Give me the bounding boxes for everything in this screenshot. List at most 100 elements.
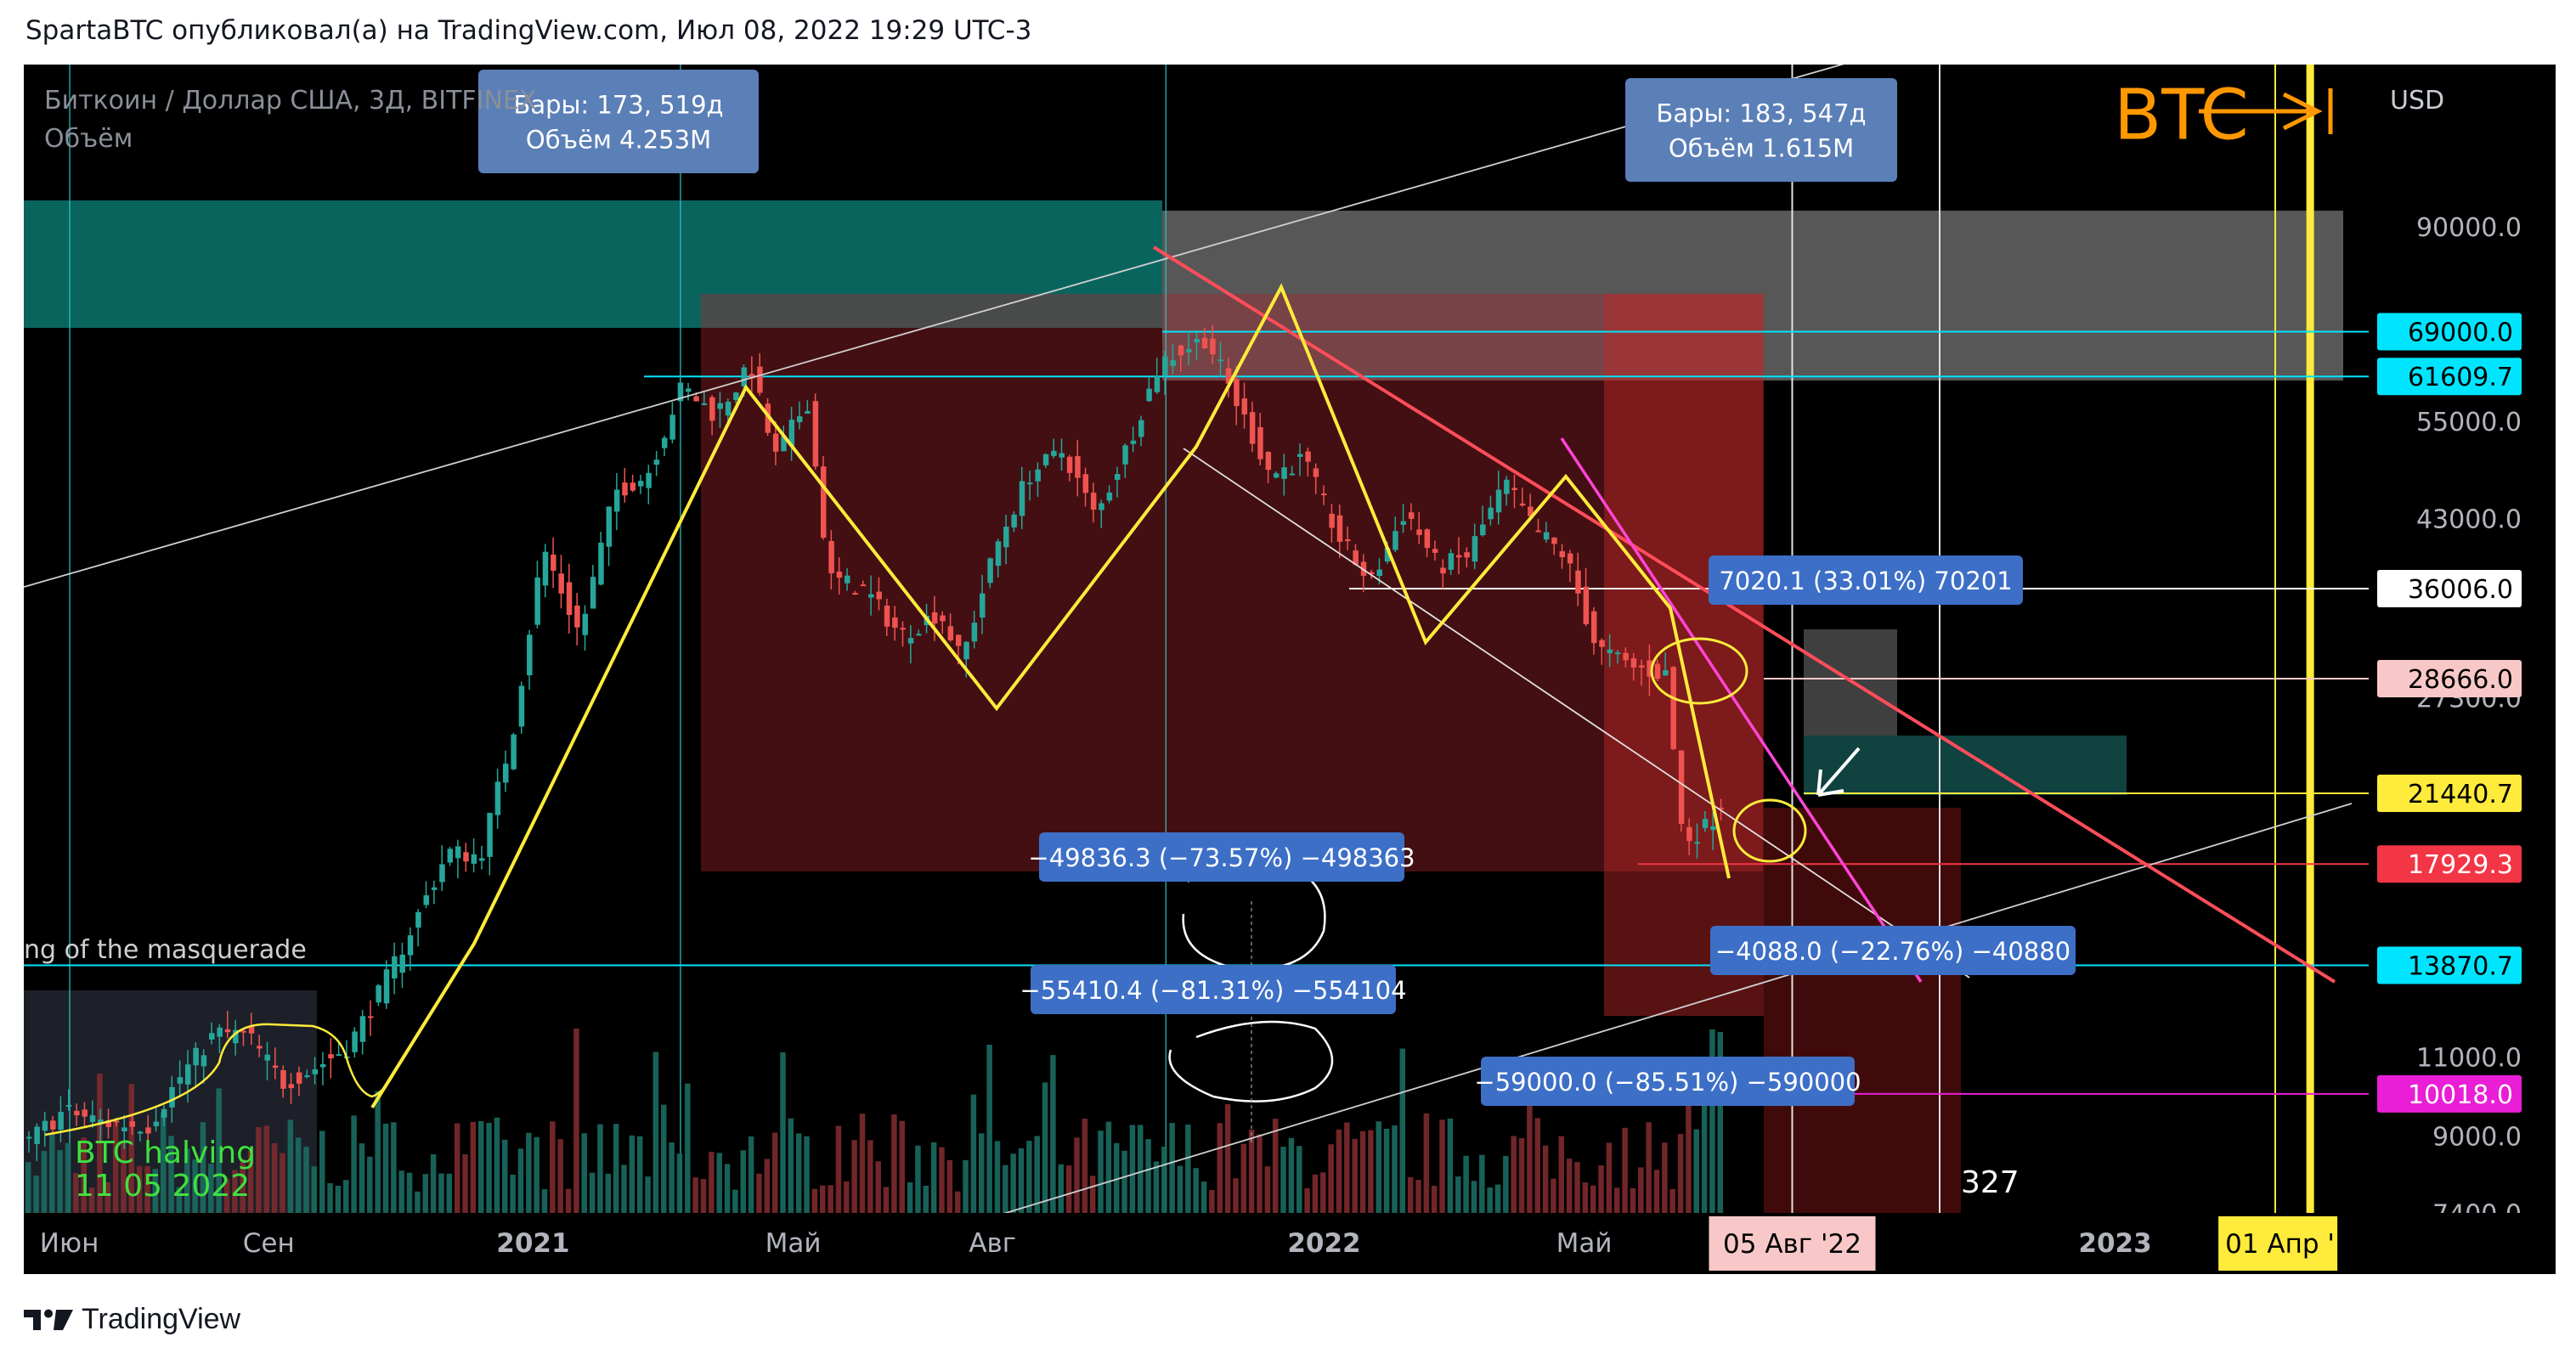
volume-bar (1582, 1182, 1589, 1213)
volume-bar (200, 1122, 206, 1213)
candle-body (137, 1131, 144, 1134)
volume-bar (1058, 1164, 1064, 1213)
volume-bar (859, 1114, 866, 1213)
candle-body (677, 382, 684, 402)
candle-body (439, 864, 445, 883)
volume-bar (1328, 1144, 1334, 1213)
volume-bar (1153, 1161, 1160, 1213)
tradingview-footer[interactable]: TradingView (24, 1298, 240, 1340)
y-tick-label: 55000.0 (2416, 408, 2522, 437)
volume-bar (907, 1182, 913, 1213)
candle-body (955, 634, 962, 646)
chart-area[interactable]: Бары: 173, 519д Объём 4.253M Бары: 183, 54… (24, 65, 2556, 1274)
candle-body (1384, 548, 1391, 561)
candle-body (709, 397, 715, 421)
volume-bar (1248, 1129, 1255, 1213)
volume-bar (891, 1114, 897, 1213)
volume-bar (422, 1174, 428, 1213)
zigzag-pattern (370, 283, 1731, 1109)
range-label-0[interactable]: 7020.1 (33.01%) 70201 (1709, 555, 2023, 605)
volume-bar (73, 1173, 79, 1213)
volume-bar (1304, 1187, 1310, 1213)
chart-svg[interactable]: Бары: 173, 519д Объём 4.253M Бары: 183, 54… (24, 65, 2556, 1274)
volume-bar (1082, 1119, 1088, 1213)
halving-label: BTC halving (75, 1136, 256, 1170)
range-label-4[interactable]: −59000.0 (−85.51%) −590000 (1474, 1057, 1861, 1106)
volume-bar (152, 1169, 159, 1213)
volume-bar (1050, 1055, 1056, 1213)
candle-body (558, 573, 564, 594)
volume-bar (1113, 1142, 1120, 1213)
price-tag-0[interactable]: 69000.0 (2377, 313, 2522, 351)
volume-bar (1566, 1159, 1573, 1213)
volume-bar (1320, 1172, 1326, 1213)
volume-bar (1518, 1137, 1525, 1213)
volume-bar (454, 1123, 460, 1213)
candle-body (542, 551, 549, 586)
candle-body (392, 956, 398, 978)
candle-body (368, 1016, 374, 1018)
volume-bar (1034, 1136, 1040, 1213)
volume-bar (88, 1187, 95, 1213)
volume-bar (1368, 1130, 1374, 1213)
y-tick-label: 43000.0 (2416, 505, 2522, 534)
candle-body (1488, 507, 1494, 520)
price-tag-6[interactable]: 13870.7 (2377, 946, 2522, 984)
measure-box-1[interactable]: Бары: 173, 519д Объём 4.253M (478, 70, 759, 173)
candle-body (312, 1069, 319, 1074)
volume-bar (247, 1151, 254, 1213)
volume-bar (1407, 1176, 1414, 1213)
candle-body (1082, 474, 1089, 493)
candle-body (89, 1115, 96, 1123)
volume-bar (1669, 1189, 1675, 1213)
range-label-3[interactable]: −4088.0 (−22.76%) −40880 (1710, 926, 2076, 975)
volume-bar (669, 1142, 675, 1213)
candle-body (1099, 503, 1104, 510)
candle-body (50, 1120, 56, 1130)
price-tag-3[interactable]: 28666.0 (2377, 659, 2522, 697)
candle-body (1090, 493, 1097, 510)
volume-bar (41, 1151, 48, 1213)
volume-bar (1638, 1167, 1644, 1213)
volume-bar (327, 1183, 333, 1213)
range-label-1[interactable]: −49836.3 (−73.57%) −498363 (1028, 832, 1415, 882)
range-label-0-text: 7020.1 (33.01%) 70201 (1719, 567, 2012, 595)
volume-bar (128, 1084, 135, 1213)
volume-bar (1336, 1129, 1342, 1213)
price-tag-2[interactable]: 36006.0 (2377, 569, 2522, 607)
volume-bar (1098, 1131, 1104, 1213)
volume-bar (216, 1088, 222, 1213)
candle-body (1297, 454, 1303, 457)
price-tag-4[interactable]: 21440.7 (2377, 775, 2522, 813)
measure-box-2[interactable]: Бары: 183, 547д Объём 1.615M (1625, 78, 1897, 182)
volume-bar (1542, 1145, 1549, 1213)
candle-body (1336, 515, 1343, 542)
volume-bar (517, 1148, 524, 1213)
price-tag-bg (2377, 1074, 2522, 1113)
measure-box-2-bg (1625, 78, 1897, 182)
candle-body (1249, 412, 1256, 444)
candle-body (1305, 451, 1311, 462)
date-tag-aug[interactable]: 05 Авг '22 (1709, 1216, 1876, 1271)
price-tag-1[interactable]: 61609.7 (2377, 358, 2522, 396)
candle-body (1019, 481, 1025, 516)
candle-body (1559, 550, 1566, 558)
price-tag-5[interactable]: 17929.3 (2377, 845, 2522, 883)
volume-bar (565, 1188, 572, 1213)
date-tag-apr[interactable]: 01 Апр ' (2218, 1216, 2338, 1271)
price-tag-text: 28666.0 (2408, 665, 2513, 695)
volume-bar (343, 1180, 349, 1213)
volume-bar (1065, 1165, 1072, 1213)
volume-bar (144, 1166, 150, 1213)
volume-bar (930, 1142, 937, 1213)
volume-bar (636, 1136, 643, 1213)
x-tick-label: 2022 (1287, 1228, 1360, 1259)
candle-body (757, 366, 763, 393)
volume-bar (256, 1127, 262, 1213)
candle-body (280, 1069, 286, 1089)
date-tag-bg (2218, 1216, 2338, 1271)
volume-bar (510, 1174, 516, 1213)
candle-body (995, 541, 1002, 567)
range-label-2[interactable]: −55410.4 (−81.31%) −554104 (1020, 965, 1407, 1014)
price-tag-7[interactable]: 10018.0 (2377, 1074, 2522, 1113)
